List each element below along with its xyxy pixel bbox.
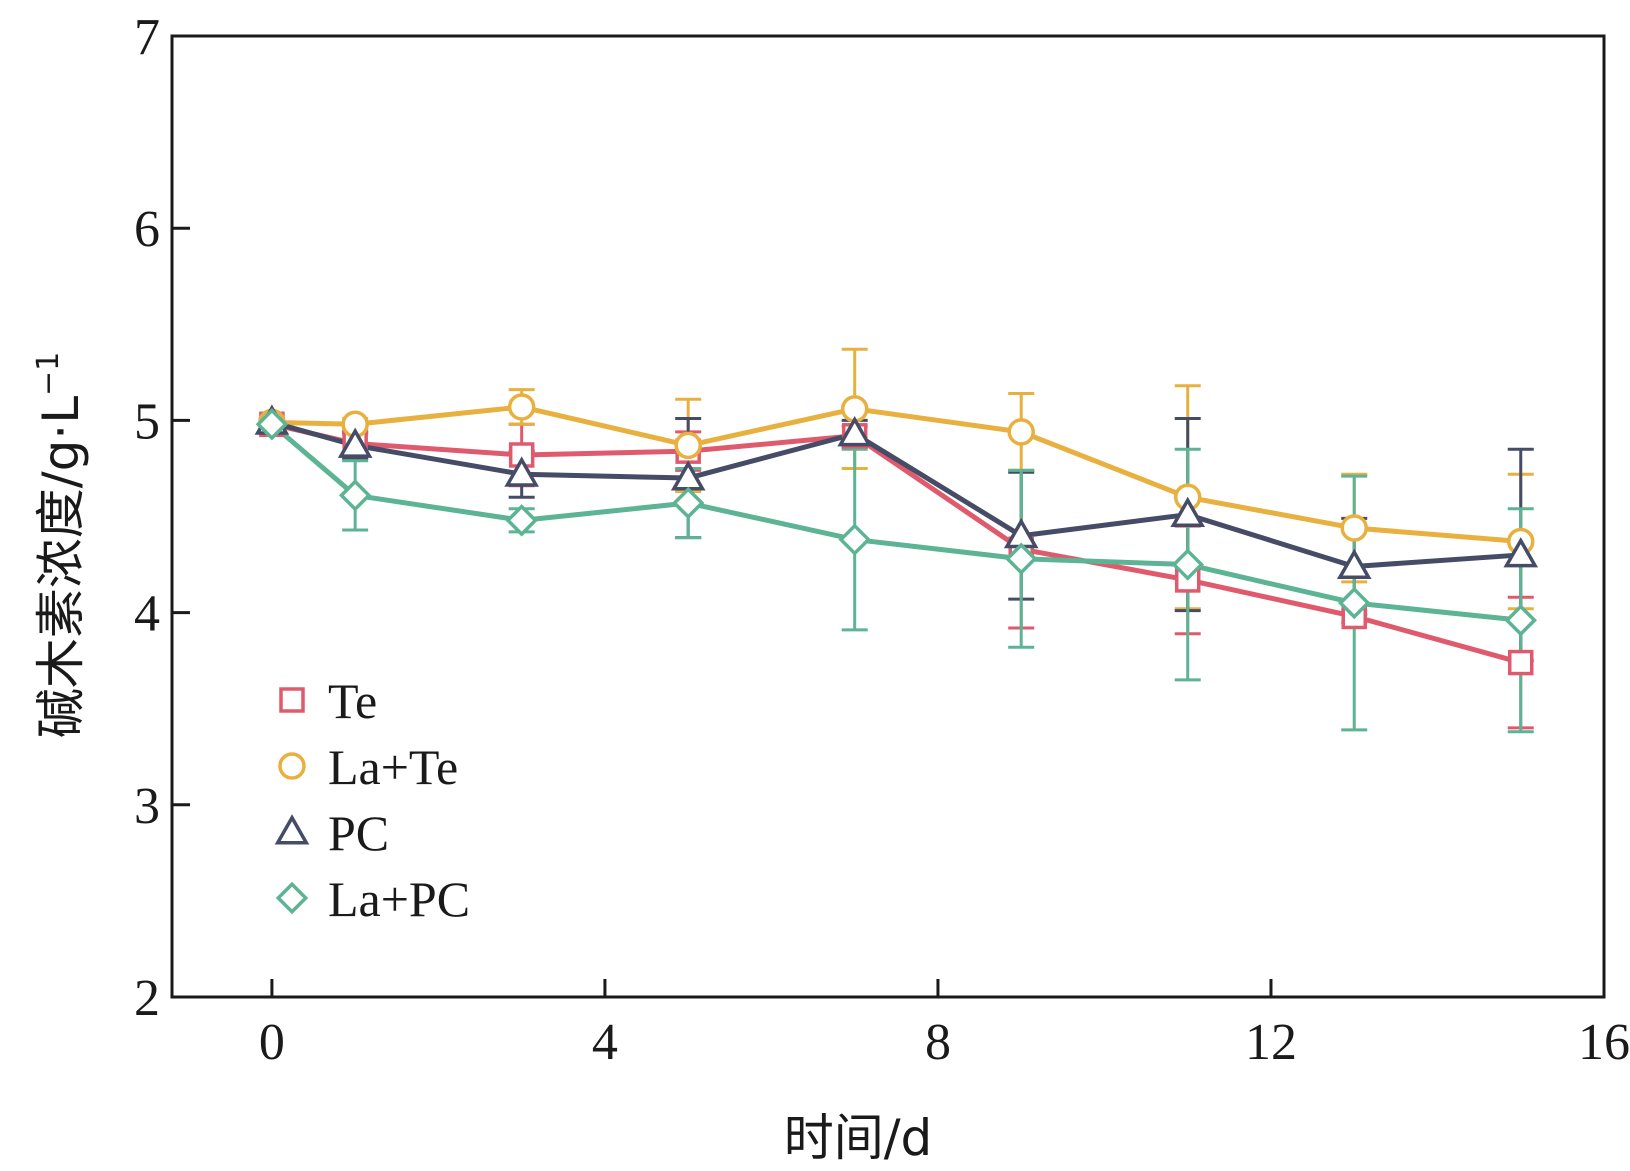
data-point-pc [1503,537,1539,568]
data-point-la-pc [1004,542,1038,576]
legend-marker-la-pc [275,881,309,915]
x-tick-label: 0 [259,1014,285,1071]
y-axis-title: 碱木素浓度/g·L−1 [31,352,90,739]
legend-marker-pc [274,814,310,845]
legend-marker-la-te [278,752,306,780]
data-point-la-pc [671,486,705,520]
data-point-pc [1170,496,1206,528]
axes: 0 4 8 12 16 2 3 4 5 6 7 [134,9,1630,1071]
data-point-pc [837,416,873,447]
x-tick-label: 12 [1245,1014,1297,1071]
x-tick-label: 4 [592,1014,618,1071]
legend-label-te: Te [328,673,377,729]
legend: Te La+Te PC La+PC [274,673,470,927]
y-axis-title-text: 碱木素浓度/g·L [32,396,90,738]
y-axis-title-superscript: −1 [31,352,66,396]
data-point-pc [1336,548,1372,579]
legend-label-la-pc: La+PC [328,871,470,927]
data-point-la-te [507,393,536,421]
y-tick-label: 5 [134,393,160,450]
legend-label-la-te: La+Te [328,739,458,795]
error-bars [258,347,1534,734]
data-point-la-te [674,431,702,460]
plot-frame [170,34,1606,999]
y-tick-label: 3 [134,778,160,835]
data-point-pc [504,456,539,487]
data-point-la-te [1007,418,1035,446]
y-tick-label: 4 [134,586,160,643]
x-tick-label: 16 [1578,1014,1630,1071]
data-point-la-pc [338,479,372,512]
y-tick-label: 7 [134,9,160,66]
data-point-la-pc [505,504,538,537]
legend-marker-te [279,687,305,713]
data-point-pc [337,427,373,458]
data-point-la-pc [838,523,871,556]
x-tick-label: 8 [925,1014,951,1071]
data-point-la-te [1340,514,1368,542]
series-lines [270,404,1522,665]
data-point-la-pc [1504,604,1537,637]
legend-label-pc: PC [328,805,389,861]
y-tick-label: 2 [134,970,160,1027]
y-tick-label: 6 [134,201,160,258]
series-markers [254,393,1539,676]
series-line-la-te [271,404,1521,544]
data-point-la-pc [255,408,289,441]
data-point-la-pc [1338,586,1371,620]
x-axis-title: 时间/d [784,1109,933,1167]
data-point-te [1507,649,1534,676]
data-point-la-pc [1171,548,1204,581]
